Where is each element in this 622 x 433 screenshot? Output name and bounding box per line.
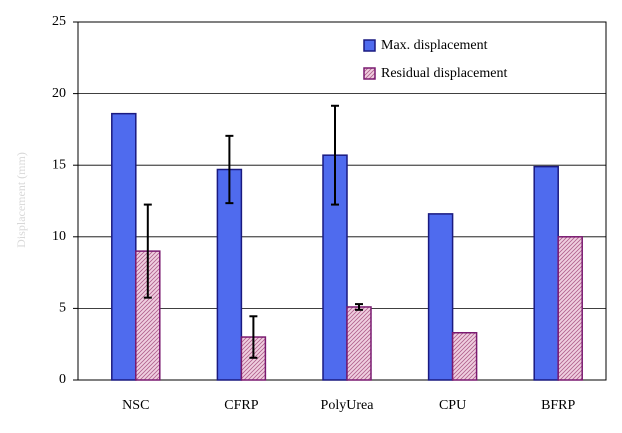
legend-label: Max. displacement — [381, 38, 488, 53]
legend-label: Residual displacement — [381, 66, 507, 81]
bar — [451, 331, 478, 381]
error-bar — [331, 104, 339, 206]
legend-swatch — [363, 67, 376, 80]
y-tick-label: 20 — [52, 86, 66, 101]
x-tick-label: NSC — [122, 398, 149, 413]
bar — [111, 112, 137, 381]
error-bar — [225, 134, 234, 205]
y-tick-label: 0 — [59, 372, 66, 387]
bar — [216, 168, 243, 381]
x-tick-label: BFRP — [541, 398, 575, 413]
bar — [533, 165, 559, 381]
y-tick-label: 25 — [52, 14, 66, 29]
y-tick-label: 5 — [59, 301, 66, 316]
y-tick-label: 10 — [52, 229, 66, 244]
bar — [557, 236, 583, 381]
bar — [346, 306, 372, 381]
x-tick-label: CPU — [439, 398, 466, 413]
legend-swatch — [363, 39, 376, 52]
error-bar — [143, 203, 152, 299]
y-tick-label: 15 — [52, 157, 66, 172]
x-tick-label: CFRP — [224, 398, 258, 413]
error-bar — [249, 315, 258, 359]
x-tick-label: PolyUrea — [321, 398, 375, 413]
y-axis-label: Displacement (mm) — [14, 152, 28, 248]
bar — [427, 213, 454, 381]
error-bar — [355, 303, 363, 311]
